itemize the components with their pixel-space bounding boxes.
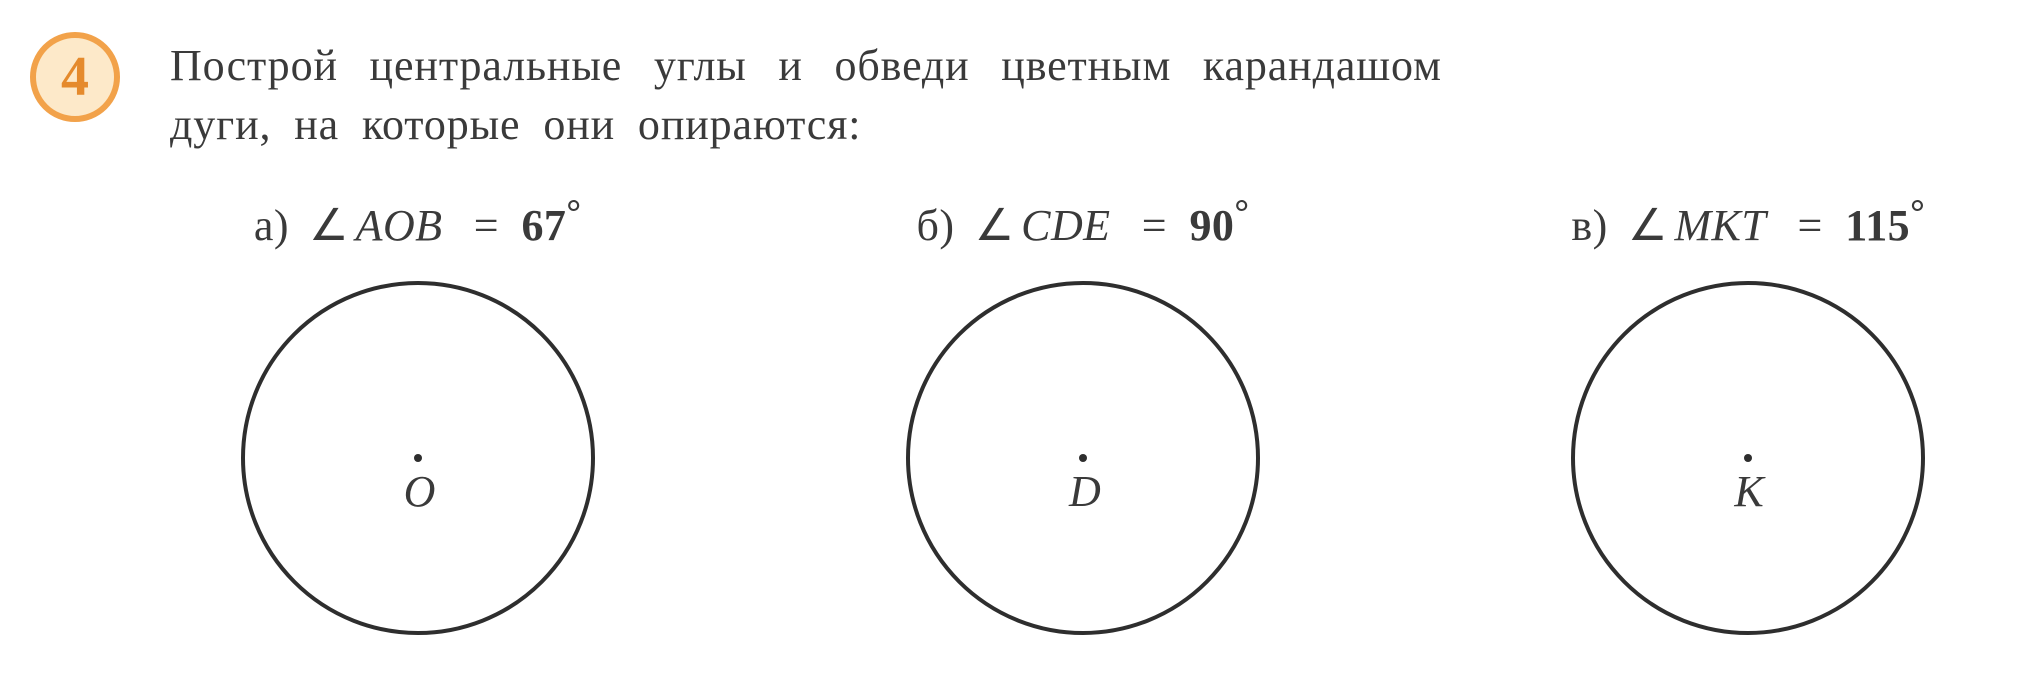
subitem-b-circle: D	[893, 268, 1273, 648]
center-dot-a	[414, 454, 422, 462]
prompt-line-2: дуги, на которые они опираются:	[170, 95, 1996, 154]
deg-number: 90	[1189, 201, 1234, 250]
equals-sign: =	[474, 200, 499, 253]
deg-unit: °	[1910, 191, 1925, 232]
subitem-b-letter: б)	[917, 200, 955, 253]
equals-sign: =	[1142, 200, 1167, 253]
center-dot-c	[1744, 454, 1752, 462]
subitem-c-letter: в)	[1571, 200, 1607, 253]
subitem-c-label: в) ∠MKT = 115°	[1571, 190, 1925, 252]
circle-svg-a	[228, 268, 608, 648]
deg-number: 67	[521, 201, 566, 250]
angle-symbol-icon: ∠	[975, 200, 1015, 253]
subitem-c: в) ∠MKT = 115° K	[1501, 190, 1996, 648]
exercise-number: 4	[61, 45, 89, 109]
deg-unit: °	[1234, 191, 1249, 232]
subitem-b-angle-name: CDE	[1021, 200, 1110, 253]
exercise-page: 4 Построй центральные углы и обведи цвет…	[0, 0, 2036, 683]
subitem-b-degree: 90°	[1189, 201, 1249, 250]
center-dot-b	[1079, 454, 1087, 462]
angle-symbol-icon: ∠	[1628, 200, 1668, 253]
exercise-prompt: Построй центральные углы и обведи цветны…	[170, 36, 1996, 155]
exercise-number-badge: 4	[30, 32, 120, 122]
subitem-a-label: а) ∠AOB = 67°	[254, 190, 582, 252]
equals-sign: =	[1798, 200, 1823, 253]
deg-number: 115	[1845, 201, 1910, 250]
subitem-a-circle: O	[228, 268, 608, 648]
prompt-line-1: Построй центральные углы и обведи цветны…	[170, 36, 1996, 95]
subitem-c-degree: 115°	[1845, 201, 1925, 250]
subitem-a: а) ∠AOB = 67° O	[170, 190, 665, 648]
subitem-a-angle-name: AOB	[356, 200, 443, 253]
circle-svg-b	[893, 268, 1273, 648]
subitems-row: а) ∠AOB = 67° O б) ∠CDE = 90°	[170, 190, 1996, 648]
subitem-b-label: б) ∠CDE = 90°	[917, 190, 1250, 252]
subitem-a-degree: 67°	[521, 201, 581, 250]
circle-svg-c	[1558, 268, 1938, 648]
subitem-b: б) ∠CDE = 90° D	[835, 190, 1330, 648]
subitem-a-letter: а)	[254, 200, 289, 253]
deg-unit: °	[566, 191, 581, 232]
subitem-c-angle-name: MKT	[1674, 200, 1766, 253]
subitem-c-circle: K	[1558, 268, 1938, 648]
angle-symbol-icon: ∠	[309, 200, 349, 253]
